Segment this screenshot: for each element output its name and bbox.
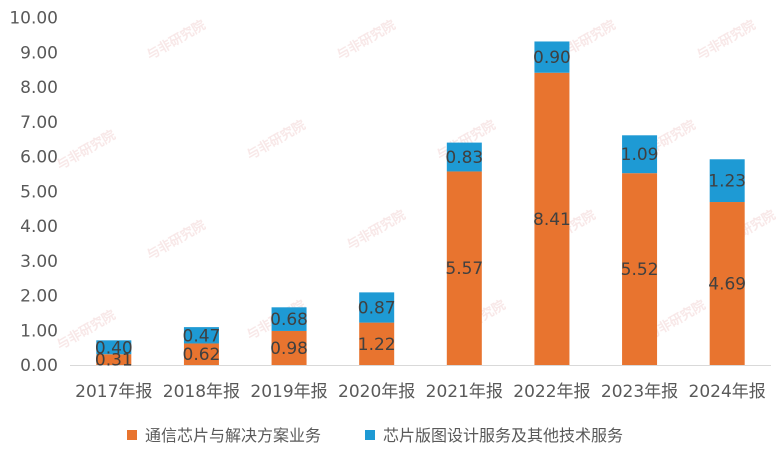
bar-segment-design-services xyxy=(359,292,395,323)
data-label: 0.90 xyxy=(533,48,571,68)
x-tick-label: 2019年报 xyxy=(250,382,327,402)
bar-segment-chip-solutions xyxy=(446,171,482,365)
x-tick-label: 2020年报 xyxy=(338,382,415,402)
data-label: 0.40 xyxy=(95,338,133,358)
data-label: 1.09 xyxy=(621,145,659,165)
watermark-text: 与非研究院 xyxy=(144,17,208,63)
x-tick-label: 2018年报 xyxy=(163,382,240,402)
data-label: 0.62 xyxy=(183,345,221,365)
watermark-text: 与非研究院 xyxy=(54,127,118,173)
data-labels-layer: 0.310.40 0.620.47 0.98 0.68 1.22 0.87 5.57 0.83… xyxy=(95,48,746,370)
data-label: 1.22 xyxy=(358,335,396,355)
y-tick-label: 10.00 xyxy=(9,9,58,29)
watermark-text: 与非研究院 xyxy=(344,207,408,253)
y-tick-label: 3.00 xyxy=(20,252,58,272)
bar-segment-chip-solutions xyxy=(709,202,745,365)
bar-segment-chip-solutions xyxy=(359,322,395,365)
x-tick-label: 2022年报 xyxy=(513,382,590,402)
x-tick-label: 2024年报 xyxy=(689,382,766,402)
x-tick-label: 2021年报 xyxy=(426,382,503,402)
legend-swatch xyxy=(127,430,137,440)
bars-layer xyxy=(96,41,745,365)
data-label: 5.52 xyxy=(621,260,659,280)
y-tick-label: 2.00 xyxy=(20,287,58,307)
y-tick-label: 9.00 xyxy=(20,43,58,63)
data-label: 0.47 xyxy=(183,326,221,346)
data-label: 0.68 xyxy=(270,310,308,330)
watermark-text: 与非研究院 xyxy=(334,17,398,63)
watermark-text: 与非研究院 xyxy=(144,217,208,263)
watermark-text: 与非研究院 xyxy=(244,117,308,163)
y-tick-label: 7.00 xyxy=(20,113,58,133)
bar-segment-chip-solutions xyxy=(183,343,219,365)
data-label: 1.23 xyxy=(708,172,746,192)
data-label: 4.69 xyxy=(708,275,746,295)
data-label: 0.98 xyxy=(270,339,308,359)
x-tick-label: 2023年报 xyxy=(601,382,678,402)
data-label: 5.57 xyxy=(445,259,483,279)
axis-layer: 0.00 1.00 2.00 3.00 4.00 5.00 6.00 7.00 8.00 9.00… xyxy=(9,9,771,402)
y-tick-label: 0.00 xyxy=(20,356,58,376)
legend-label: 通信芯片与解决方案业务 xyxy=(145,426,321,445)
bar-segment-design-services xyxy=(446,142,482,172)
bar-segment-design-services xyxy=(709,159,745,203)
watermark-text: 与非研究院 xyxy=(694,17,758,63)
y-tick-label: 8.00 xyxy=(20,78,58,98)
y-tick-label: 1.00 xyxy=(20,321,58,341)
x-tick-label: 2017年报 xyxy=(75,382,152,402)
bar-segment-design-services xyxy=(96,340,132,355)
legend-label: 芯片版图设计服务及其他技术服务 xyxy=(383,426,623,445)
bar-segment-design-services xyxy=(534,41,570,73)
y-tick-label: 6.00 xyxy=(20,148,58,168)
y-tick-label: 5.00 xyxy=(20,182,58,202)
data-label: 8.41 xyxy=(533,210,571,230)
y-tick-label: 4.00 xyxy=(20,217,58,237)
data-label: 0.31 xyxy=(95,351,133,371)
bar-segment-design-services xyxy=(622,135,658,174)
legend-swatch xyxy=(365,430,375,440)
bar-segment-chip-solutions xyxy=(271,330,307,365)
data-label: 0.83 xyxy=(445,148,483,168)
bar-segment-chip-solutions xyxy=(622,173,658,365)
bar-segment-chip-solutions xyxy=(534,72,570,365)
bar-segment-chip-solutions xyxy=(96,354,132,365)
bar-segment-design-services xyxy=(183,327,219,344)
bar-segment-design-services xyxy=(271,307,307,331)
data-label: 0.87 xyxy=(358,298,396,318)
legend: 通信芯片与解决方案业务 芯片版图设计服务及其他技术服务 xyxy=(127,426,623,445)
